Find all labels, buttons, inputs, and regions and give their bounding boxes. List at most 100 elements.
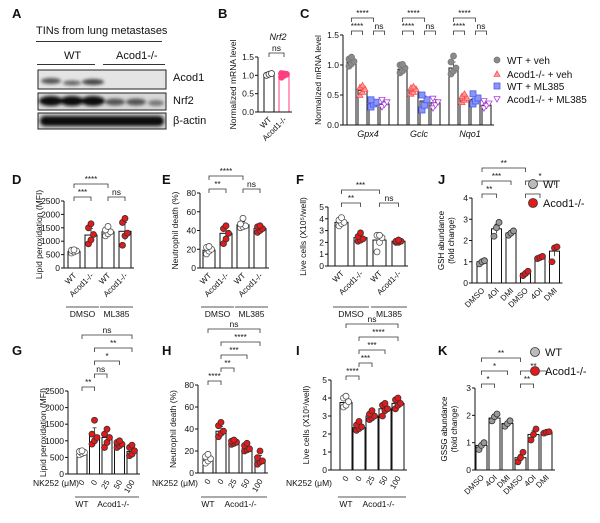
data-point	[367, 96, 375, 104]
panel-label-e: E	[162, 172, 171, 187]
data-point	[87, 220, 95, 228]
significance-label: ns	[477, 21, 486, 31]
data-point	[548, 258, 556, 266]
y-tick-label: 500	[46, 250, 60, 260]
y-tick-label: 0.5	[327, 90, 339, 100]
data-point	[345, 398, 352, 406]
data-point	[256, 222, 264, 230]
x-tick-label: 4OI	[529, 286, 544, 301]
y-axis-label: Live cells (X10⁵/well)	[298, 197, 308, 276]
y-tick-label: 0	[319, 261, 324, 271]
bar	[236, 224, 250, 269]
y-tick-label: 80	[187, 188, 197, 198]
significance-bracket	[268, 52, 285, 57]
data-point	[434, 99, 442, 107]
bar	[501, 423, 514, 471]
legend-marker	[493, 70, 501, 77]
data-point	[237, 220, 244, 228]
significance-label: ns	[230, 319, 239, 329]
blot-label-acod1: Acod1	[173, 72, 205, 84]
blot-group-line-ko	[103, 64, 165, 65]
significance-bracket	[345, 323, 399, 328]
group-label: DMSO	[70, 309, 96, 319]
y-tick-label: 4	[322, 393, 327, 403]
significance-label: ns	[103, 325, 112, 335]
data-point	[348, 53, 355, 61]
bar	[391, 402, 405, 471]
y-tick-label: 500	[50, 452, 64, 462]
significance-bracket	[94, 360, 120, 365]
y-tick-label: 5	[319, 202, 324, 212]
significance-label: *	[105, 352, 108, 361]
significance-bracket	[208, 175, 244, 180]
significance-label: **	[110, 339, 116, 348]
data-point	[383, 99, 391, 107]
significance-label: ****	[351, 22, 363, 31]
y-axis-label: Normalized mRNA level	[228, 40, 238, 130]
data-point	[357, 229, 364, 237]
legend-label: Acod1-/-	[545, 366, 587, 378]
legend-label: WT	[543, 179, 560, 191]
significance-bracket	[351, 17, 374, 22]
y-tick-label: 2	[466, 410, 471, 420]
legend-marker	[493, 56, 501, 64]
significance-label: **	[486, 185, 492, 194]
significance-label: ****	[458, 9, 470, 18]
data-point	[246, 445, 253, 453]
significance-label: ns	[96, 364, 105, 374]
y-tick-label: 20	[187, 244, 197, 254]
data-point	[530, 431, 537, 438]
data-point	[128, 441, 136, 449]
significance-label: **	[498, 349, 504, 358]
blot-label-actin: β-actin	[173, 115, 207, 127]
x-group-label: Gclc	[410, 129, 429, 139]
data-point	[104, 223, 112, 230]
blot-title-underline	[36, 41, 162, 42]
y-tick-label: 2000	[45, 403, 64, 413]
y-axis-label: Lipid peroxidation (MFI)	[34, 190, 44, 279]
panel-label-g: G	[12, 343, 23, 358]
x-tick-label: DMSO	[463, 473, 486, 496]
blot-group-wt: WT	[64, 50, 82, 62]
significance-label: ****	[356, 9, 368, 18]
group-label: ML385	[376, 309, 402, 319]
data-point	[376, 231, 383, 239]
bar	[365, 415, 379, 471]
data-point	[222, 222, 230, 230]
data-point	[510, 227, 517, 235]
significance-label: ****	[402, 22, 414, 31]
y-axis-label: GSSG abundance(fold change)	[440, 396, 459, 461]
significance-label: ns	[247, 179, 256, 189]
panel-label-a: A	[12, 6, 22, 21]
significance-bracket	[107, 196, 126, 201]
data-point	[460, 89, 469, 97]
data-point	[381, 399, 389, 407]
significance-label: ****	[208, 372, 220, 381]
legend-marker	[530, 366, 540, 376]
significance-bracket	[402, 30, 414, 35]
legend-marker	[493, 82, 501, 90]
panel-label-h: H	[162, 343, 172, 358]
y-tick-label: 2000	[41, 209, 60, 219]
significance-label: ****	[85, 175, 97, 184]
significance-label: ****	[220, 167, 232, 176]
data-point	[373, 248, 381, 256]
data-point	[399, 61, 406, 68]
data-point	[524, 267, 532, 275]
group-label: WT	[339, 499, 352, 509]
data-point	[452, 64, 460, 72]
significance-label: ***	[229, 346, 238, 355]
bar	[352, 427, 366, 471]
significance-label: ns	[385, 193, 394, 203]
significance-label: **	[501, 159, 507, 168]
data-point	[131, 447, 138, 455]
y-tick-label: 0.0	[242, 107, 254, 117]
panel-label-b: B	[218, 6, 228, 21]
significance-bracket	[520, 383, 534, 388]
significance-label: **	[214, 180, 220, 189]
y-tick-label: 1	[319, 249, 324, 259]
data-point	[553, 243, 561, 251]
data-point	[463, 94, 471, 101]
data-point	[106, 434, 113, 441]
